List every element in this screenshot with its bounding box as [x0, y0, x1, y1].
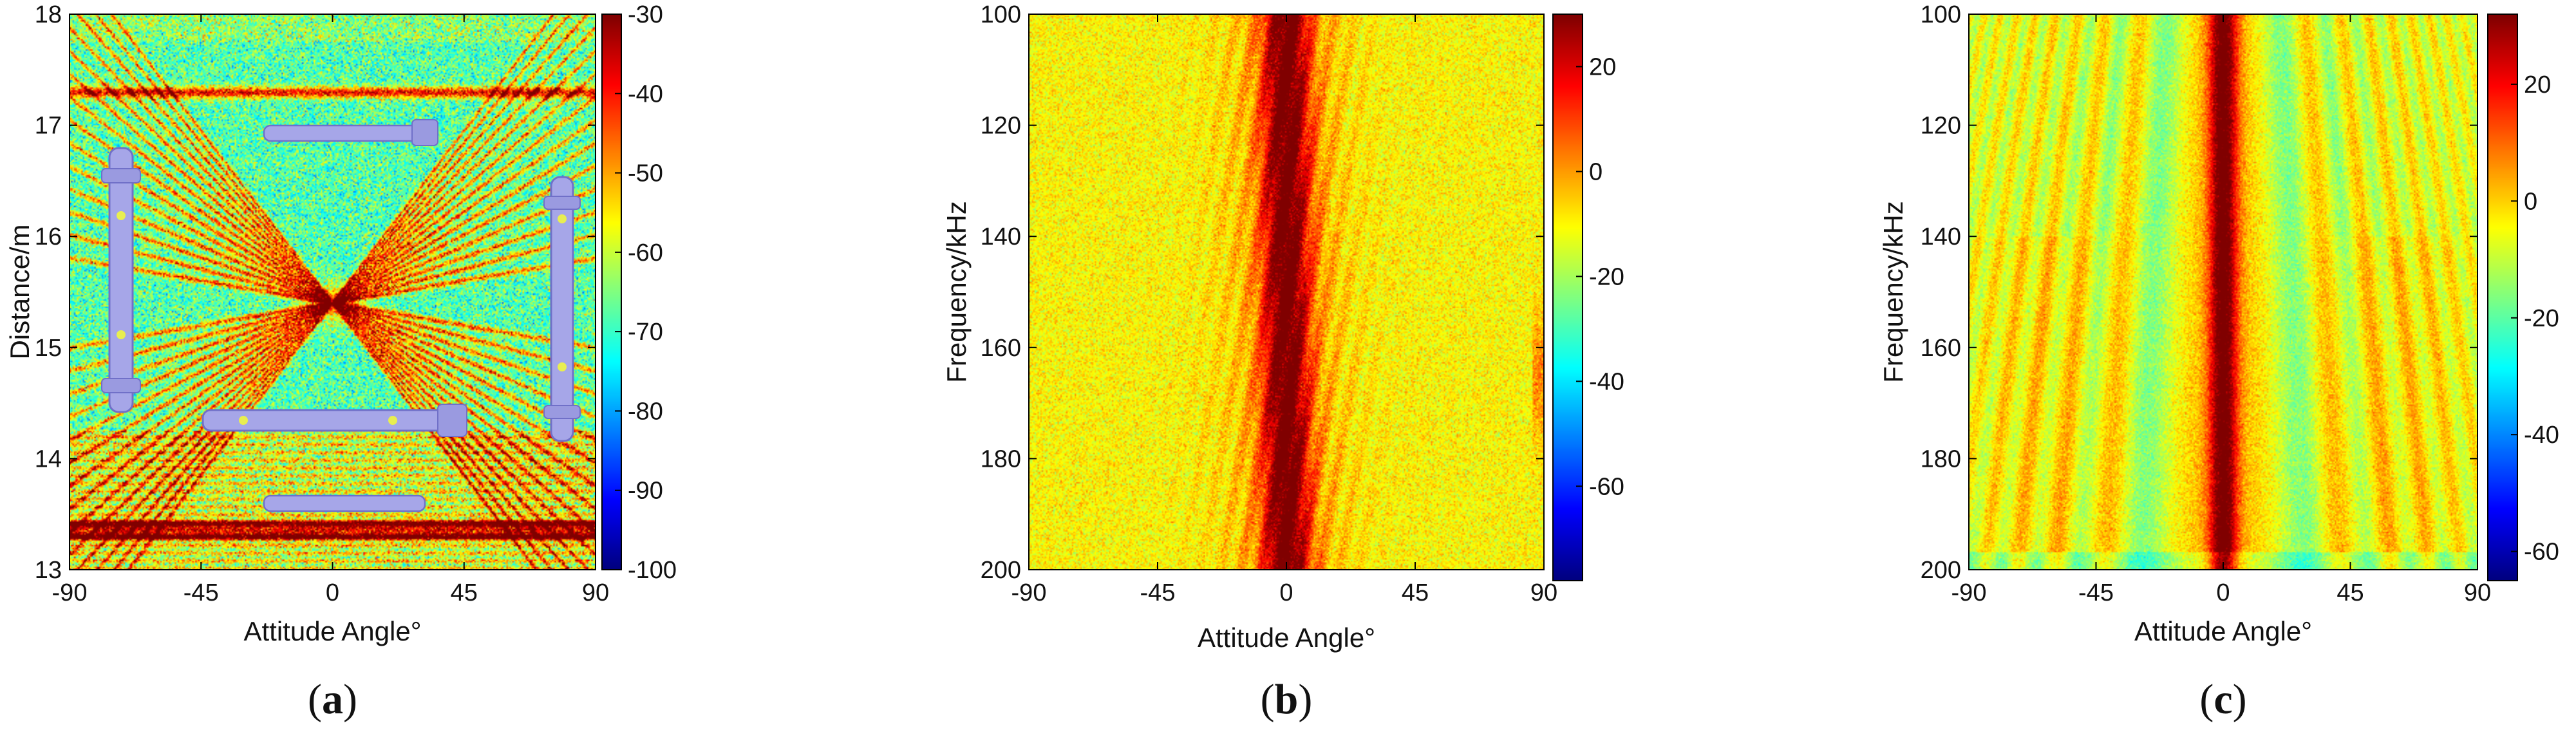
- panel-b-colorbar-frame: [1552, 14, 1583, 581]
- panel-b-ylabel: Frequency/kHz: [941, 201, 972, 382]
- panel-c-colorbar-frame: [2487, 14, 2518, 581]
- x-tick-label: -45: [2078, 579, 2114, 606]
- x-tick-label: 45: [451, 579, 478, 606]
- y-tick-label: 200: [981, 557, 1021, 584]
- panel-a-axes: -90 -45 0 45 90 13 14 15 16 17 18: [35, 1, 609, 606]
- colorbar-tick-label: -60: [2524, 539, 2559, 566]
- target-model-horizontal-middle: [202, 404, 467, 437]
- colorbar-tick-label: -70: [628, 319, 663, 346]
- y-tick-label: 160: [1921, 335, 1961, 362]
- panel-a-xlabel: Attitude Angle°: [244, 616, 422, 646]
- y-tick-label: 18: [35, 1, 62, 28]
- panel-a-target-models: [101, 119, 581, 512]
- panel-c-colorbar-ticks: 20 0 -20 -40 -60: [2511, 71, 2559, 566]
- x-tick-label: 45: [1402, 579, 1429, 606]
- colorbar-tick-label: -40: [1589, 368, 1624, 395]
- target-model-horizontal-top: [263, 119, 438, 146]
- panel-b-heatmap: [1029, 14, 1544, 570]
- x-tick-label: 0: [2216, 579, 2230, 606]
- y-tick-label: 16: [35, 223, 62, 250]
- colorbar-tick-label: 20: [2524, 71, 2551, 98]
- colorbar-tick-label: 0: [2524, 188, 2537, 215]
- y-tick-label: 200: [1921, 557, 1961, 584]
- colorbar-tick-label: -60: [628, 239, 663, 267]
- colorbar-tick-label: 0: [1589, 158, 1603, 185]
- panel-a-colorbar: [602, 14, 621, 570]
- colorbar-tick-label: 20: [1589, 53, 1616, 80]
- y-tick-label: 140: [981, 223, 1021, 250]
- x-tick-label: -90: [52, 579, 88, 606]
- y-tick-label: 180: [981, 445, 1021, 473]
- panel-b-axes: -90 -45 0 45 90 100 120 140 160 180 200: [981, 1, 1558, 606]
- panel-a-colorbar-ticks: -30 -40 -50 -60 -70 -80 -90 -100: [615, 1, 677, 584]
- panel-b-label: (b): [1261, 676, 1313, 723]
- panel-c-label: (c): [2199, 676, 2246, 723]
- panel-a-ylabel: Distance/m: [5, 224, 35, 359]
- y-tick-label: 100: [981, 1, 1021, 28]
- colorbar-tick-label: -50: [628, 160, 663, 187]
- y-tick-label: 120: [981, 113, 1021, 140]
- x-tick-label: 45: [2336, 579, 2364, 606]
- y-tick-label: 120: [1921, 113, 1961, 140]
- panel-a-colorbar-frame: [601, 14, 622, 570]
- colorbar-tick-label: -30: [628, 1, 663, 28]
- colorbar-tick-label: -20: [1589, 263, 1624, 290]
- y-tick-label: 180: [1921, 445, 1961, 473]
- target-model-horizontal-bottom: [263, 494, 426, 512]
- colorbar-tick-label: -40: [628, 80, 663, 108]
- x-tick-label: 0: [1279, 579, 1293, 606]
- panel-b-xlabel: Attitude Angle°: [1198, 622, 1375, 653]
- colorbar-tick-label: -40: [2524, 422, 2559, 449]
- y-tick-label: 15: [35, 335, 62, 362]
- colorbar-tick-label: -100: [628, 557, 677, 584]
- x-tick-label: -45: [183, 579, 219, 606]
- x-tick-label: -90: [1011, 579, 1047, 606]
- x-tick-label: 90: [1530, 579, 1557, 606]
- target-model-vertical-left: [101, 147, 141, 413]
- x-tick-label: -45: [1140, 579, 1176, 606]
- colorbar-tick-label: -20: [2524, 305, 2559, 332]
- panel-c-ylabel: Frequency/kHz: [1878, 201, 1908, 382]
- y-tick-label: 140: [1921, 223, 1961, 250]
- target-model-vertical-right: [543, 176, 581, 442]
- panel-c-axes: -90 -45 0 45 90 100 120 140 160 180 200: [1921, 1, 2492, 606]
- y-tick-label: 100: [1921, 1, 1961, 28]
- colorbar-tick-label: -80: [628, 398, 663, 425]
- panel-b-colorbar-ticks: 20 0 -20 -40 -60: [1576, 53, 1624, 500]
- x-tick-label: 90: [582, 579, 609, 606]
- panel-a-label: (a): [308, 676, 357, 723]
- panel-b-colorbar: [1553, 14, 1583, 581]
- y-tick-label: 14: [35, 445, 62, 473]
- panel-c-xlabel: Attitude Angle°: [2134, 616, 2312, 646]
- x-tick-label: 90: [2464, 579, 2491, 606]
- x-tick-label: -90: [1951, 579, 1987, 606]
- panel-a-heatmap: [70, 14, 596, 570]
- panel-c-colorbar: [2488, 14, 2517, 581]
- colorbar-tick-label: -90: [628, 478, 663, 505]
- y-tick-label: 13: [35, 557, 62, 584]
- panel-c-heatmap: [1969, 14, 2477, 570]
- y-tick-label: 17: [35, 113, 62, 140]
- colorbar-tick-label: -60: [1589, 473, 1624, 500]
- y-tick-label: 160: [981, 335, 1021, 362]
- x-tick-label: 0: [326, 579, 339, 606]
